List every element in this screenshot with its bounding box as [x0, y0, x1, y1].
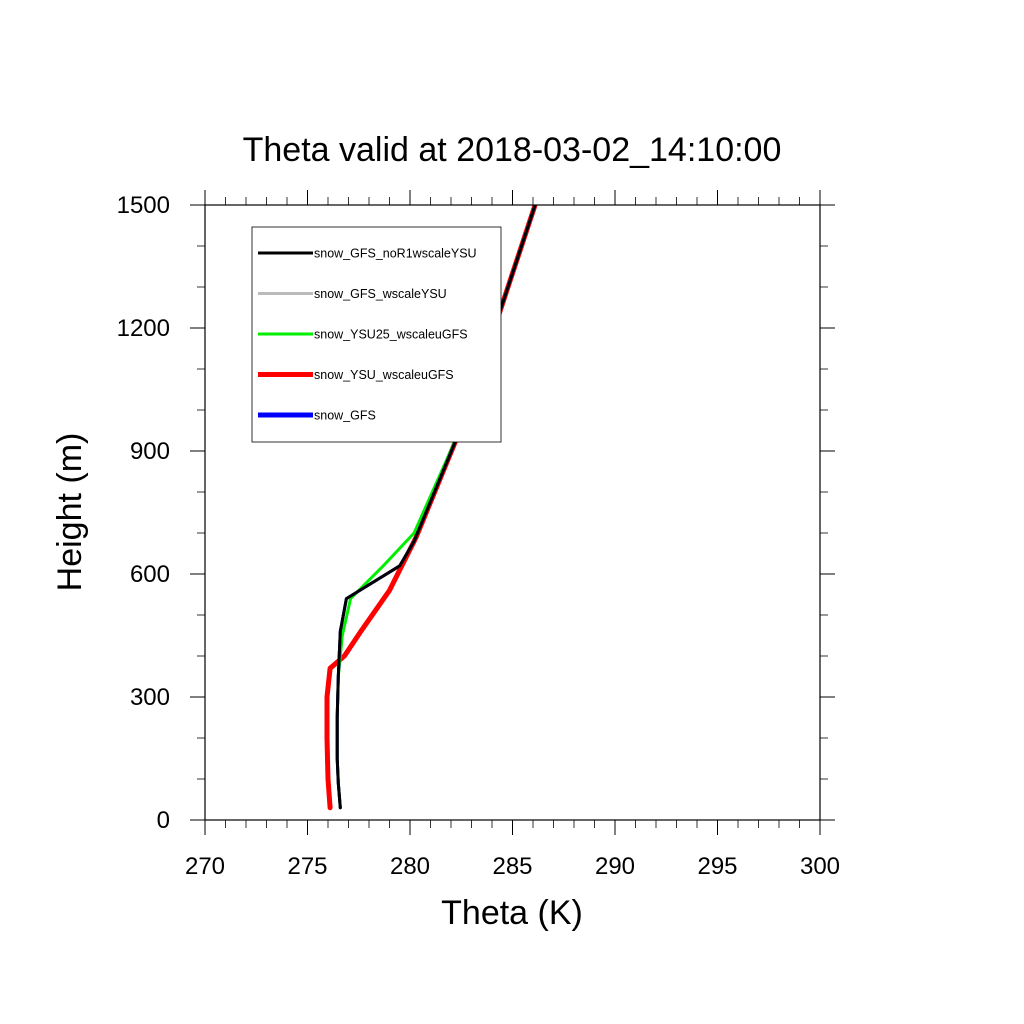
- series-line-snow_GFS_noR1wscaleYSU: [335, 205, 537, 810]
- x-tick-label: 270: [185, 853, 225, 880]
- y-tick-label: 300: [130, 684, 170, 711]
- x-tick-label: 285: [492, 853, 532, 880]
- series-lines: [324, 205, 538, 811]
- y-tick-label: 1200: [117, 315, 170, 342]
- y-tick-label: 900: [130, 438, 170, 465]
- y-axis-label: Height (m): [51, 433, 89, 592]
- y-tick-label: 600: [130, 561, 170, 588]
- plot-frame: [204, 204, 821, 821]
- x-tick-label: 295: [697, 853, 737, 880]
- legend: snow_GFS_noR1wscaleYSU snow_GFS_wscaleYSU…: [251, 226, 502, 443]
- legend-label: snow_GFS: [314, 409, 376, 423]
- axis-ticks: [190, 190, 835, 835]
- x-tick-label: 275: [287, 853, 327, 880]
- chart-title: Theta valid at 2018-03-02_14:10:00: [243, 131, 782, 169]
- y-tick-label: 1500: [117, 192, 170, 219]
- x-tick-label: 280: [390, 853, 430, 880]
- legend-label: snow_GFS_noR1wscaleYSU: [314, 247, 477, 261]
- legend-label: snow_GFS_wscaleYSU: [314, 287, 447, 301]
- x-tick-label: 290: [595, 853, 635, 880]
- legend-label: snow_YSU25_wscaleuGFS: [314, 328, 468, 342]
- legend-label: snow_YSU_wscaleuGFS: [314, 368, 454, 382]
- x-tick-label: 300: [800, 853, 840, 880]
- x-axis-label: Theta (K): [441, 894, 583, 932]
- tick-labels: 270 275 280 285 290 295 300 0 300 600 900 1200 1500: [117, 192, 840, 880]
- y-tick-label: 0: [157, 807, 170, 834]
